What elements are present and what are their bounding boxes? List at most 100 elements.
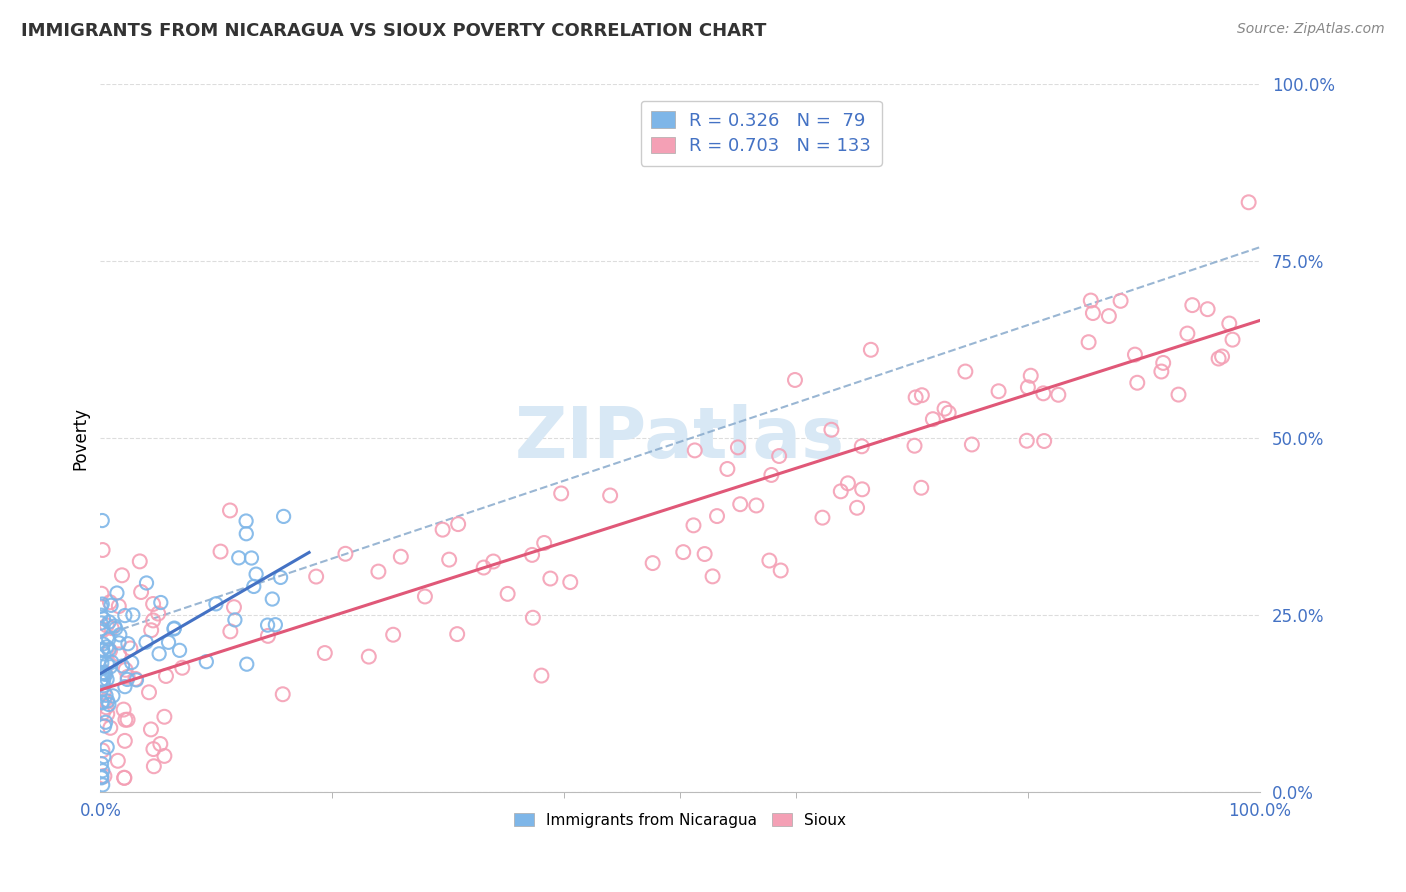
Point (758, 553, 780, 567)
Point (93, 769, 115, 783)
Point (93, 685, 115, 699)
Point (97, 632, 120, 647)
Point (94, 689, 117, 703)
Point (172, 661, 194, 675)
Point (96, 706, 118, 721)
Point (262, 592, 284, 607)
Point (90, 673, 112, 687)
Point (148, 647, 170, 661)
Point (97, 694, 120, 708)
Point (219, 503, 242, 517)
Point (91, 637, 114, 651)
Point (148, 607, 170, 621)
Point (235, 514, 257, 528)
Point (117, 673, 139, 687)
Point (93, 647, 115, 661)
Point (135, 576, 157, 591)
Point (121, 607, 143, 622)
Point (93, 749, 115, 764)
Point (1211, 350, 1233, 364)
Point (93, 666, 115, 681)
Point (851, 483, 873, 497)
Point (1218, 317, 1240, 331)
Point (101, 689, 124, 703)
Point (273, 509, 295, 524)
Point (142, 742, 165, 756)
Point (112, 771, 135, 785)
Point (264, 617, 287, 632)
Point (139, 723, 162, 737)
Point (830, 484, 852, 499)
Point (911, 388, 934, 402)
Point (93, 612, 115, 626)
Point (114, 663, 136, 677)
Point (142, 614, 165, 628)
Point (149, 737, 172, 751)
Point (389, 549, 412, 564)
Point (91, 764, 114, 778)
Point (219, 624, 242, 639)
Point (107, 754, 129, 768)
Point (114, 734, 136, 748)
Point (108, 648, 131, 662)
Point (522, 611, 544, 625)
Point (702, 569, 724, 583)
Point (90, 615, 112, 630)
Point (105, 586, 128, 600)
Point (163, 622, 186, 636)
Point (1150, 364, 1173, 378)
Point (91, 543, 114, 558)
Point (236, 657, 259, 672)
Point (1032, 386, 1054, 401)
Point (100, 599, 122, 613)
Point (138, 685, 160, 699)
Point (96, 673, 118, 687)
Point (768, 449, 790, 463)
Point (1077, 335, 1099, 350)
Point (672, 545, 695, 559)
Point (846, 500, 869, 515)
Point (111, 659, 134, 673)
Point (91, 778, 114, 792)
Point (98, 644, 121, 658)
Point (1109, 293, 1132, 308)
Y-axis label: Poverty: Poverty (72, 407, 89, 470)
Point (1015, 434, 1038, 448)
Point (240, 551, 263, 566)
Point (98, 642, 121, 657)
Point (496, 587, 519, 601)
Point (447, 517, 470, 532)
Point (482, 554, 505, 568)
Point (93, 719, 115, 733)
Point (90, 756, 112, 771)
Point (96, 700, 118, 714)
Point (153, 748, 176, 763)
Point (955, 365, 977, 379)
Point (90, 656, 112, 670)
Point (93, 679, 115, 693)
Point (153, 710, 176, 724)
Point (209, 544, 232, 558)
Point (520, 548, 543, 562)
Point (94, 665, 117, 680)
Point (157, 635, 180, 649)
Point (1222, 333, 1244, 347)
Point (960, 437, 983, 451)
Point (98, 615, 121, 629)
Point (108, 628, 131, 642)
Point (129, 585, 152, 599)
Point (745, 499, 768, 513)
Point (271, 687, 294, 701)
Point (104, 619, 127, 633)
Point (90, 770, 112, 784)
Point (1080, 293, 1102, 308)
Point (1033, 434, 1056, 448)
Point (117, 713, 139, 727)
Text: Source: ZipAtlas.com: Source: ZipAtlas.com (1237, 22, 1385, 37)
Point (938, 406, 960, 420)
Point (114, 680, 136, 694)
Point (235, 526, 257, 541)
Point (112, 702, 135, 716)
Point (1126, 376, 1149, 390)
Point (783, 373, 806, 387)
